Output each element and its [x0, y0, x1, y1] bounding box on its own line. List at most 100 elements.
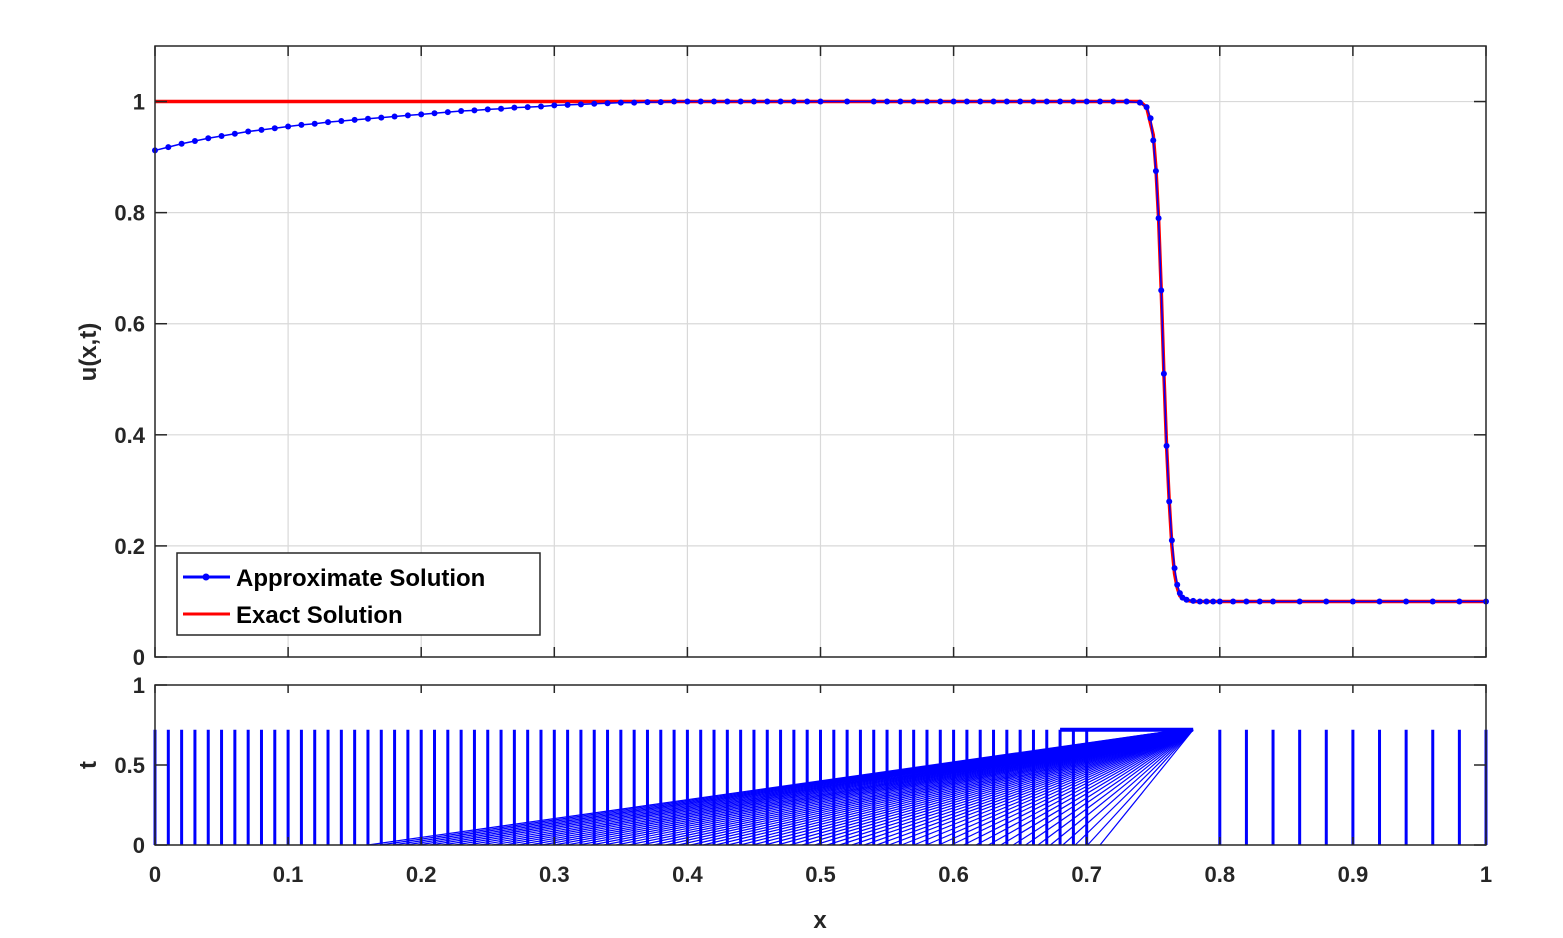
shock-band-trajectory-41 — [876, 729, 1194, 846]
approx-point-12 — [311, 120, 318, 127]
approx-point-55 — [910, 98, 917, 105]
shock-band-trajectory-37 — [826, 729, 1193, 846]
approx-point-89 — [1196, 598, 1203, 605]
shock-band-trajectory-57 — [1074, 729, 1194, 846]
shock-band-trajectory-43 — [901, 729, 1194, 846]
approx-point-84 — [1174, 581, 1181, 588]
approx-point-47 — [777, 98, 784, 105]
approx-point-63 — [1017, 98, 1024, 105]
approx-point-95 — [1256, 598, 1263, 605]
approx-point-57 — [937, 98, 944, 105]
top-y-tick-label-0: 0 — [133, 645, 145, 670]
approx-point-51 — [844, 98, 851, 105]
approx-point-6 — [231, 130, 238, 137]
bottom-y-tick-label-0: 0 — [133, 833, 145, 858]
shock-band-trajectory-47 — [950, 729, 1194, 846]
approx-point-58 — [950, 98, 957, 105]
top-y-tick-label-3: 0.6 — [114, 312, 145, 337]
approx-point-16 — [364, 115, 371, 122]
bottom-x-tick-label-10: 1 — [1480, 862, 1492, 887]
approx-point-48 — [790, 98, 797, 105]
approx-point-59 — [963, 98, 970, 105]
approx-point-45 — [750, 98, 757, 105]
approx-point-3 — [191, 137, 198, 144]
shock-band-trajectory-42 — [888, 729, 1194, 846]
top-y-tick-label-4: 0.8 — [114, 201, 145, 226]
approx-point-15 — [351, 116, 358, 123]
shock-band-trajectory-56 — [1062, 729, 1194, 846]
shock-band-trajectory-51 — [1000, 729, 1194, 846]
approx-point-29 — [537, 103, 544, 110]
legend-exact-label: Exact Solution — [236, 602, 403, 629]
top-y-tick-label-2: 0.4 — [114, 423, 145, 448]
shock-band-trajectory-36 — [814, 729, 1193, 846]
shock-band-trajectory-39 — [851, 729, 1194, 846]
approx-point-8 — [258, 126, 265, 133]
approx-point-82 — [1168, 537, 1175, 544]
approx-point-67 — [1070, 98, 1077, 105]
approx-point-27 — [511, 104, 518, 111]
approx-point-66 — [1057, 98, 1064, 105]
shock-band-trajectory-46 — [938, 729, 1194, 846]
shock-band-trajectory-54 — [1037, 729, 1194, 846]
approx-point-41 — [697, 98, 704, 105]
approx-point-32 — [577, 101, 584, 108]
approx-point-18 — [391, 113, 398, 120]
approx-point-62 — [1003, 98, 1010, 105]
approx-point-76 — [1152, 167, 1159, 174]
approx-point-42 — [711, 98, 718, 105]
top-axes: 0 0.2 0.4 0.6 0.8 1 u(x,t) Approximate Soluti… — [75, 45, 1489, 670]
bottom-x-tick-label-7: 0.7 — [1071, 862, 1102, 887]
approx-point-38 — [657, 99, 664, 106]
approx-point-23 — [458, 107, 465, 114]
approx-point-56 — [923, 98, 930, 105]
approx-point-7 — [245, 128, 252, 135]
bottom-x-tick-label-8: 0.8 — [1205, 862, 1236, 887]
approx-point-19 — [404, 112, 411, 119]
approx-point-80 — [1163, 442, 1170, 449]
approx-point-93 — [1230, 598, 1237, 605]
bottom-x-tick-label-2: 0.2 — [406, 862, 437, 887]
approx-point-83 — [1171, 565, 1178, 572]
approx-point-20 — [418, 111, 425, 118]
approx-point-13 — [325, 119, 332, 126]
legend: Approximate Solution Exact Solution — [176, 552, 541, 636]
approx-point-72 — [1136, 99, 1143, 106]
approx-point-103 — [1456, 598, 1463, 605]
shock-band-trajectory-35 — [802, 729, 1192, 846]
bottom-x-tick-label-4: 0.4 — [672, 862, 703, 887]
approx-point-78 — [1158, 287, 1165, 294]
approx-point-94 — [1243, 598, 1250, 605]
approx-point-50 — [817, 98, 824, 105]
approx-point-9 — [271, 125, 278, 132]
approx-point-49 — [804, 98, 811, 105]
approx-point-24 — [471, 107, 478, 114]
approx-point-101 — [1403, 598, 1410, 605]
shock-band-trajectory-34 — [789, 729, 1192, 846]
shock-band-trajectory-32 — [764, 729, 1191, 846]
approx-point-37 — [644, 99, 651, 106]
shock-band-trajectory-38 — [839, 729, 1193, 846]
top-series-group — [152, 98, 1489, 605]
approx-point-74 — [1147, 115, 1154, 122]
approx-point-40 — [684, 98, 691, 105]
shock-band-trajectory-48 — [963, 729, 1194, 846]
approx-point-4 — [205, 135, 212, 142]
shock-band-trajectory-52 — [1012, 729, 1194, 846]
bottom-ticks: 0 0.1 0.2 0.3 0.4 0.5 0.6 0.7 0.8 0.9 1 0 0.5 1 — [114, 673, 1492, 887]
shock-band-trajectory-49 — [975, 729, 1194, 846]
approx-point-10 — [285, 123, 292, 130]
approx-point-14 — [338, 117, 345, 124]
legend-box — [176, 552, 541, 636]
shock-band-trajectory-59 — [1099, 729, 1194, 846]
shock-band-trajectory-55 — [1050, 729, 1194, 846]
approx-point-30 — [551, 102, 558, 109]
approx-point-36 — [631, 99, 638, 106]
shock-band-trajectory-33 — [777, 729, 1192, 846]
approx-point-21 — [431, 110, 438, 117]
bottom-axes: 0 0.1 0.2 0.3 0.4 0.5 0.6 0.7 0.8 0.9 1 0 0.5 1 t x — [75, 673, 1492, 934]
approx-point-60 — [977, 98, 984, 105]
bottom-series-group — [153, 727, 1488, 846]
bottom-x-tick-label-5: 0.5 — [805, 862, 836, 887]
approx-point-25 — [484, 106, 491, 113]
